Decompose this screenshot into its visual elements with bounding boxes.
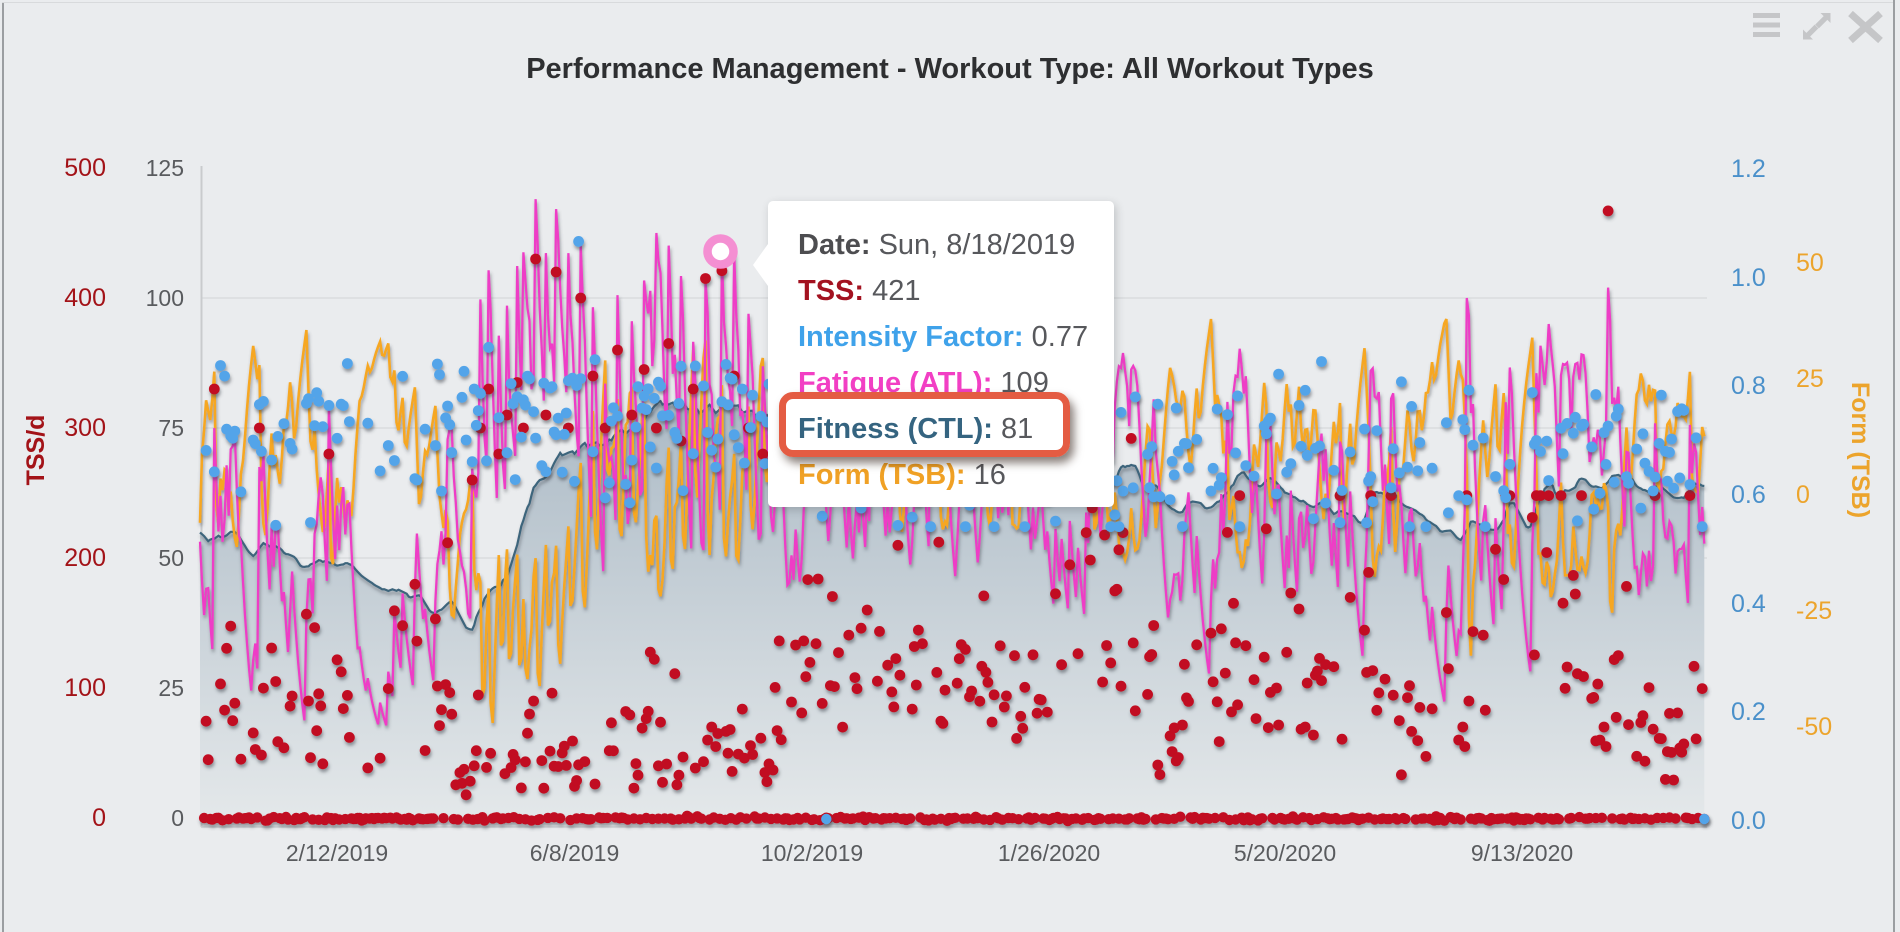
svg-text:-25: -25 [1796,597,1832,625]
svg-text:400: 400 [64,284,106,312]
svg-text:5/20/2020: 5/20/2020 [1234,840,1336,866]
svg-text:75: 75 [158,415,184,441]
svg-text:0.4: 0.4 [1731,590,1766,618]
svg-text:300: 300 [64,414,106,442]
svg-text:TSS/d: TSS/d [22,415,50,486]
svg-text:1/26/2020: 1/26/2020 [998,840,1100,866]
svg-text:25: 25 [158,675,184,701]
svg-text:50: 50 [158,545,184,571]
svg-text:0: 0 [171,805,184,831]
svg-text:1.0: 1.0 [1731,264,1766,292]
svg-text:25: 25 [1796,365,1824,393]
svg-text:-50: -50 [1796,713,1832,741]
svg-text:500: 500 [64,154,106,182]
svg-text:0.8: 0.8 [1731,372,1766,400]
svg-text:Form (TSB): Form (TSB) [1846,382,1874,518]
svg-text:125: 125 [146,155,184,181]
svg-text:0.6: 0.6 [1731,481,1766,509]
svg-text:9/13/2020: 9/13/2020 [1471,840,1573,866]
svg-text:50: 50 [1796,249,1824,277]
svg-text:2/12/2019: 2/12/2019 [286,840,388,866]
svg-text:100: 100 [64,674,106,702]
svg-text:100: 100 [146,285,184,311]
svg-text:1.2: 1.2 [1731,155,1766,183]
svg-text:0.2: 0.2 [1731,698,1766,726]
svg-text:10/2/2019: 10/2/2019 [761,840,863,866]
svg-text:0: 0 [92,804,106,832]
svg-text:200: 200 [64,544,106,572]
svg-text:6/8/2019: 6/8/2019 [530,840,620,866]
svg-text:0: 0 [1796,481,1810,509]
svg-text:0.0: 0.0 [1731,807,1766,835]
